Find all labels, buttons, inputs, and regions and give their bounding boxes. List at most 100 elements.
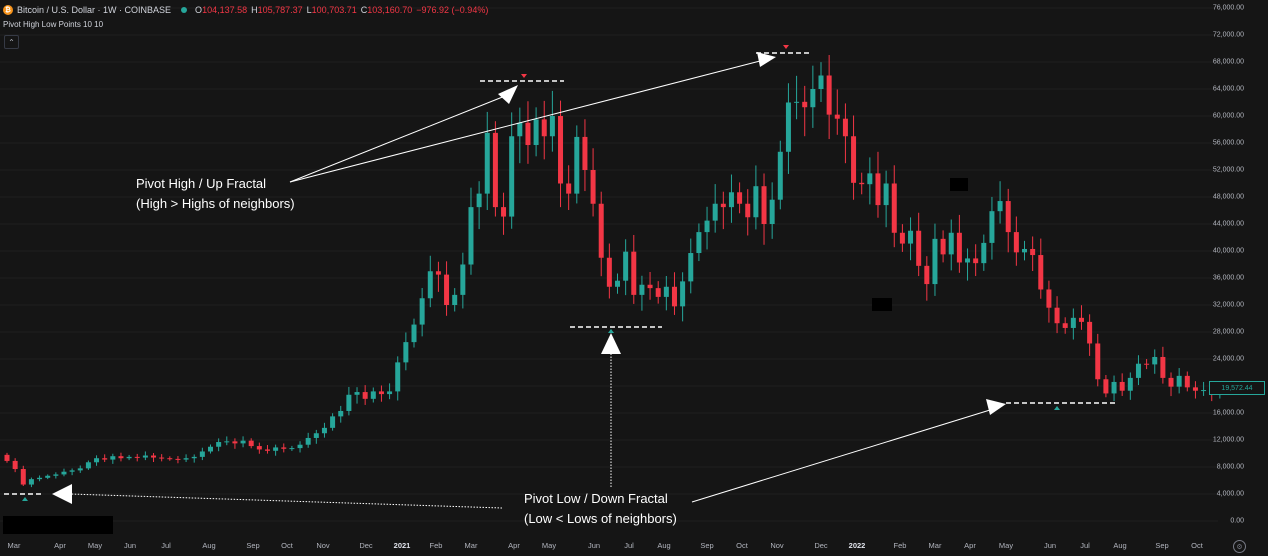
time-tick-label: Feb [893, 541, 907, 550]
candle-body [1111, 381, 1117, 394]
candle-body [1103, 379, 1109, 394]
candle-body [525, 122, 531, 146]
pivot-low-marker [1054, 406, 1060, 410]
time-tick-label: Aug [202, 541, 216, 550]
candle-body [842, 118, 848, 137]
candle-body [167, 458, 173, 460]
candle-body [37, 477, 43, 480]
price-tick-label: 24,000.00 [1212, 355, 1244, 363]
time-tick-label: Apr [964, 541, 976, 550]
candle-body [1135, 363, 1141, 378]
candle-body [151, 455, 157, 458]
candle-body [802, 101, 808, 108]
price-tick-label: 32,000.00 [1212, 301, 1244, 309]
candle-body [517, 122, 523, 137]
candle-body [4, 454, 10, 461]
collapse-chevron-icon[interactable]: ⌃ [4, 35, 19, 49]
time-tick-label: May [87, 541, 103, 550]
annotation-pointer-line [289, 60, 761, 183]
settings-gear-icon[interactable]: ⚙ [1233, 540, 1246, 553]
candle-body [924, 265, 930, 285]
candle-body [1127, 377, 1133, 391]
candle-body [777, 151, 783, 200]
pivot-high-title: Pivot High / Up Fractal [136, 176, 267, 191]
candle-body [549, 116, 555, 137]
candle-body [444, 274, 450, 305]
candle-body [1013, 232, 1019, 253]
candle-body [818, 75, 824, 89]
candle-body [281, 447, 287, 449]
candle-body [338, 410, 344, 417]
time-tick-label: Jul [624, 541, 634, 550]
time-tick-label: Jun [123, 541, 137, 550]
time-tick-label: May [998, 541, 1014, 550]
time-tick-label: Sep [1155, 541, 1169, 550]
candle-body [834, 114, 840, 119]
indicator-label[interactable]: Pivot High Low Points 10 10 [3, 20, 104, 29]
candle-body [460, 264, 466, 295]
candle-body [1054, 307, 1060, 324]
candle-body [883, 183, 889, 206]
candle-body [501, 207, 507, 217]
annotation-pointer-line [69, 493, 503, 509]
candle-body [69, 470, 75, 472]
candle-body [606, 257, 612, 287]
annotation-pointer-line [289, 95, 506, 183]
candle-body [216, 442, 222, 447]
candle-body [126, 456, 132, 459]
candle-body [663, 286, 669, 297]
low-label: L [306, 5, 312, 15]
redaction-box [3, 516, 113, 534]
candle-body [769, 199, 775, 224]
candle-body [1201, 390, 1207, 392]
time-tick-label: May [541, 541, 557, 550]
candle-body [273, 447, 279, 451]
candle-body [1038, 255, 1044, 290]
time-tick-label: Apr [508, 541, 520, 550]
candle-body [232, 441, 238, 444]
candle-body [28, 479, 34, 485]
candle-body [1176, 375, 1182, 387]
pivot-low-marker [608, 329, 614, 333]
candle-body [761, 186, 767, 224]
price-tick-label: 60,000.00 [1212, 112, 1244, 120]
arrow-head-icon [498, 85, 518, 104]
candle-body [1062, 323, 1068, 328]
candle-body [248, 440, 254, 447]
candle-body [20, 469, 26, 485]
candle-body [110, 456, 116, 460]
candle-body [1168, 377, 1174, 387]
candle-body [346, 394, 352, 411]
change-value: −976.92 (−0.94%) [416, 5, 489, 15]
candle-body [1030, 248, 1036, 256]
candle-body [1152, 356, 1158, 365]
candle-body [411, 324, 417, 343]
candle-body [362, 392, 368, 399]
candle-body [940, 238, 946, 255]
candle-body [321, 427, 327, 434]
candle-body [875, 173, 881, 206]
candle-body [1078, 317, 1084, 322]
symbol-title[interactable]: Bitcoin / U.S. Dollar · 1W · COINBASE [17, 5, 172, 15]
candle-body [159, 457, 165, 459]
time-tick-label: 2021 [393, 541, 411, 550]
candle-body [435, 271, 441, 275]
candle-body [378, 391, 384, 395]
time-tick-label: Aug [1113, 541, 1127, 550]
candle-body [745, 203, 751, 218]
bitcoin-logo-icon: ₿ [3, 5, 13, 15]
low-value: 100,703.71 [311, 5, 357, 15]
candle-body [208, 446, 213, 452]
candle-body [264, 449, 270, 451]
time-tick-label: Oct [736, 541, 748, 550]
market-status-icon [181, 7, 188, 13]
time-tick-label: Nov [316, 541, 330, 550]
candle-body [1005, 201, 1011, 233]
candle-body [680, 281, 686, 307]
time-tick-label: Sep [246, 541, 260, 550]
redaction-box [872, 298, 892, 311]
candle-body [639, 284, 645, 295]
candle-body [183, 458, 189, 460]
pivot-low-subtitle: (Low < Lows of neighbors) [524, 511, 677, 526]
